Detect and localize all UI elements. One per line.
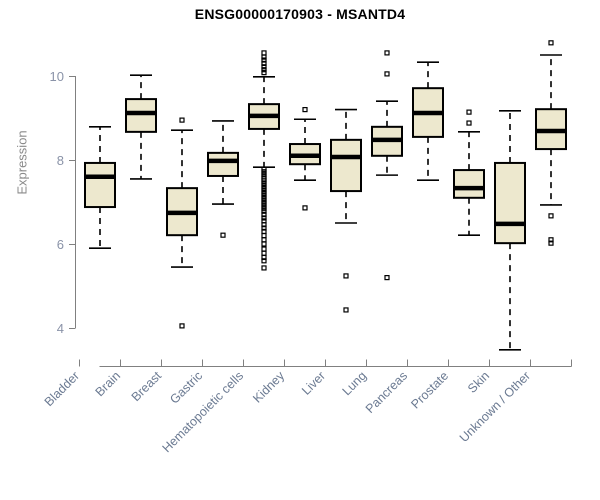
outlier-point — [261, 67, 267, 73]
outlier-point — [261, 64, 267, 70]
box-iqr — [494, 161, 526, 245]
outlier-point — [261, 250, 267, 256]
outlier-point — [466, 109, 472, 115]
box-group-brain[interactable] — [125, 74, 157, 180]
box-group-prostate[interactable] — [453, 109, 485, 236]
outlier-point — [302, 205, 308, 211]
box-group-liver[interactable] — [330, 108, 362, 313]
x-tick-label: Unknown / Other — [457, 369, 533, 445]
outlier-point — [548, 237, 554, 243]
box-iqr — [453, 169, 485, 199]
x-tick-label: Liver — [299, 369, 328, 398]
x-tick-label: Pancreas — [363, 369, 410, 416]
box-group-skin[interactable] — [494, 110, 526, 351]
outlier-point — [261, 258, 267, 264]
outlier-point — [261, 50, 267, 56]
x-axis — [79, 359, 572, 367]
outlier-point — [343, 273, 349, 279]
outlier-point — [261, 212, 267, 218]
box-iqr — [330, 138, 362, 193]
x-tick-label: Prostate — [408, 369, 451, 412]
y-tick-label: 6 — [57, 237, 64, 252]
x-tick-label: Lung — [340, 369, 370, 399]
box-group-pancreas[interactable] — [412, 61, 444, 181]
x-tick-label: Bladder — [42, 369, 82, 409]
outlier-point — [261, 241, 267, 247]
outlier-point — [261, 225, 267, 231]
outlier-point — [548, 213, 554, 219]
box-group-bladder[interactable] — [84, 126, 116, 249]
x-tick-label: Gastric — [167, 369, 205, 407]
outlier-point — [384, 71, 390, 77]
outlier-point — [548, 240, 554, 246]
outlier-point — [261, 237, 267, 243]
y-tick-label: 4 — [57, 321, 64, 336]
outlier-point — [261, 57, 267, 63]
outlier-point — [261, 54, 267, 60]
box-group-gastric[interactable] — [207, 120, 239, 238]
outlier-point — [261, 60, 267, 67]
box-group-breast[interactable] — [166, 117, 198, 329]
box-iqr — [207, 151, 239, 177]
x-tick-label: Brain — [93, 369, 124, 400]
outlier-point — [384, 50, 390, 56]
outlier-point — [261, 215, 267, 221]
outlier-point — [261, 208, 267, 214]
outlier-point — [261, 254, 267, 261]
outlier-point — [261, 265, 267, 271]
outlier-point — [261, 222, 267, 228]
outlier-point — [343, 307, 349, 313]
box-group-unknown-other[interactable] — [535, 40, 567, 246]
outlier-point — [261, 233, 267, 239]
box-iqr — [125, 98, 157, 133]
y-tick-label: 8 — [57, 153, 64, 168]
y-axis: 4 6 8 10 — [50, 69, 76, 336]
box-group-lung[interactable] — [371, 50, 403, 281]
outlier-point — [220, 232, 226, 238]
outlier-point — [302, 106, 308, 113]
box-series — [84, 40, 567, 351]
x-tick-label: Hematopoietic cells — [160, 369, 247, 456]
outlier-point — [261, 246, 267, 252]
outlier-point — [179, 323, 185, 329]
outlier-point — [261, 70, 267, 76]
y-tick-label: 10 — [50, 69, 64, 84]
box-group-hematopoietic-cells[interactable] — [248, 50, 280, 271]
outlier-point — [179, 117, 185, 123]
outlier-point — [466, 120, 472, 126]
page-title: ENSG00000170903 - MSANTD4 — [194, 6, 406, 22]
outlier-point — [548, 40, 554, 46]
box-iqr — [84, 161, 116, 209]
box-group-kidney[interactable] — [289, 106, 321, 211]
x-tick-label: Skin — [465, 369, 492, 396]
outlier-point — [384, 275, 390, 281]
x-tick-label: Kidney — [250, 368, 287, 405]
x-tick-label: Breast — [129, 368, 165, 404]
